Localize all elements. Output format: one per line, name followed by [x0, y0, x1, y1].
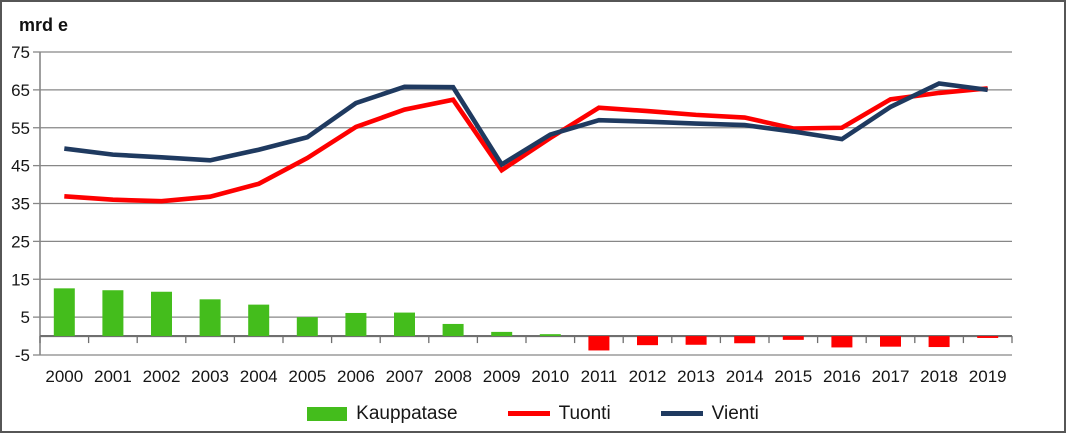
legend-item-kauppatase: Kauppatase	[307, 403, 458, 424]
kauppatase-bar	[199, 299, 221, 337]
y-axis-label: 15	[11, 270, 30, 289]
x-axis-label: 2018	[920, 367, 958, 386]
x-axis-label: 2010	[531, 367, 569, 386]
y-axis-label: 65	[11, 81, 30, 100]
x-axis-label: 2004	[240, 367, 278, 386]
x-axis-label: 2019	[969, 367, 1007, 386]
tuonti-line	[64, 86, 988, 204]
y-axis-label: -5	[15, 346, 30, 365]
x-axis-label: 2000	[45, 367, 83, 386]
kauppatase-bar	[296, 317, 318, 337]
kauppatase-bar	[977, 336, 999, 338]
vienti-swatch	[660, 411, 703, 416]
x-axis-label: 2013	[677, 367, 715, 386]
kauppatase-bar	[782, 336, 804, 340]
kauppatase-bar	[588, 336, 610, 351]
y-axis-label: 75	[11, 43, 30, 62]
x-axis-label: 2011	[581, 367, 618, 386]
kauppatase-bar	[637, 336, 658, 346]
y-axis-label: 25	[11, 232, 30, 251]
chart-legend: Kauppatase Tuonti Vienti	[2, 404, 1064, 423]
x-axis-label: 2015	[774, 367, 812, 386]
x-axis-label: 2001	[94, 367, 132, 386]
kauppatase-bar	[53, 288, 75, 337]
x-axis-label: 2016	[823, 367, 861, 386]
x-axis-label: 2005	[288, 367, 326, 386]
kauppatase-bar	[539, 334, 561, 337]
kauppatase-bar	[685, 336, 707, 345]
tuonti-swatch	[507, 411, 550, 416]
x-axis-label: 2017	[872, 367, 910, 386]
kauppatase-bar	[831, 336, 853, 348]
x-axis-label: 2003	[191, 367, 229, 386]
kauppatase-bar	[151, 291, 172, 337]
y-axis-label: 55	[11, 119, 30, 138]
x-axis-label: 2009	[483, 367, 521, 386]
y-axis-label: 35	[11, 195, 30, 214]
x-axis-label: 2002	[143, 367, 181, 386]
kauppatase-bar	[734, 336, 756, 344]
legend-label-kauppatase: Kauppatase	[356, 403, 458, 424]
legend-label-tuonti: Tuonti	[558, 403, 611, 424]
kauppatase-bar	[345, 312, 367, 337]
x-axis-label: 2008	[434, 367, 472, 386]
kauppatase-bar	[394, 312, 415, 337]
kauppatase-swatch	[307, 406, 348, 421]
kauppatase-bar	[102, 290, 124, 337]
legend-label-vienti: Vienti	[711, 403, 759, 424]
y-axis-label: 5	[21, 308, 30, 327]
x-axis-label: 2012	[629, 367, 667, 386]
kauppatase-bar	[442, 323, 464, 337]
legend-item-tuonti: Tuonti	[507, 403, 611, 424]
chart-title: mrd e	[19, 15, 69, 35]
vienti-line	[64, 81, 989, 168]
legend-item-vienti: Vienti	[660, 403, 759, 424]
kauppatase-bar	[248, 304, 270, 337]
kauppatase-bar	[928, 336, 950, 348]
kauppatase-bar	[880, 336, 901, 347]
y-axis-label: 45	[11, 157, 30, 176]
kauppatase-bar	[491, 331, 513, 337]
x-axis-label: 2006	[337, 367, 375, 386]
x-axis-label: 2007	[386, 367, 424, 386]
x-axis-label: 2014	[726, 367, 764, 386]
